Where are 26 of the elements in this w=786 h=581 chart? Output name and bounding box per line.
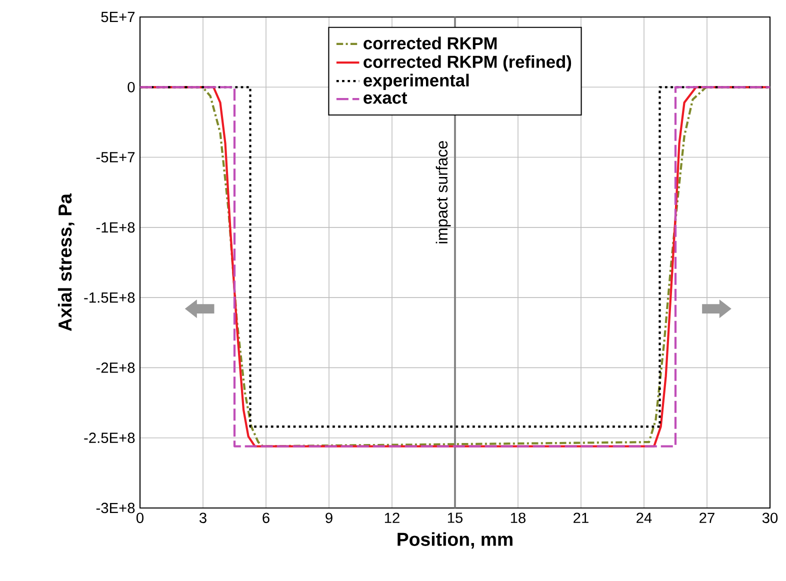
y-tick-label: -3E+8 — [96, 502, 135, 514]
x-tick-label: 12 — [384, 512, 400, 523]
x-tick-label: 15 — [448, 512, 463, 523]
ref-line-label: impact surface — [436, 141, 451, 244]
y-tick-label: -5E+7 — [96, 152, 135, 162]
x-tick-label: 24 — [636, 512, 652, 523]
y-tick-label: 5E+7 — [101, 12, 135, 22]
x-tick-label: 30 — [762, 512, 778, 524]
x-tick-label: 6 — [262, 512, 270, 524]
legend-label: experimental — [364, 74, 469, 90]
x-tick-label: 3 — [199, 512, 206, 524]
x-tick-label: 18 — [510, 512, 526, 524]
y-tick-label: 0 — [128, 82, 135, 92]
y-tick-label: -1E+8 — [96, 222, 135, 233]
x-tick-label: 0 — [136, 512, 144, 524]
x-tick-label: 21 — [574, 512, 588, 523]
legend-label: corrected RKPM (refined) — [364, 55, 572, 72]
legend-label: corrected RKPM — [364, 36, 497, 50]
y-tick-label: -1.5E+8 — [84, 292, 135, 303]
y-tick-label: -2.5E+8 — [84, 432, 135, 444]
x-axis-title: Position, mm — [398, 532, 512, 549]
legend-label: exact — [364, 92, 408, 104]
x-tick-label: 9 — [326, 512, 332, 524]
x-tick-label: 27 — [700, 512, 714, 523]
y-axis-title: Axial stress, Pa — [58, 193, 74, 332]
y-tick-label: -2E+8 — [96, 362, 135, 373]
